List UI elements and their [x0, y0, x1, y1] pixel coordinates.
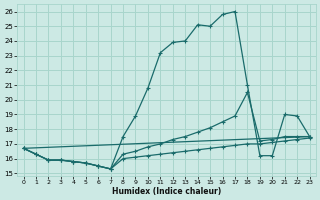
X-axis label: Humidex (Indice chaleur): Humidex (Indice chaleur): [112, 187, 221, 196]
